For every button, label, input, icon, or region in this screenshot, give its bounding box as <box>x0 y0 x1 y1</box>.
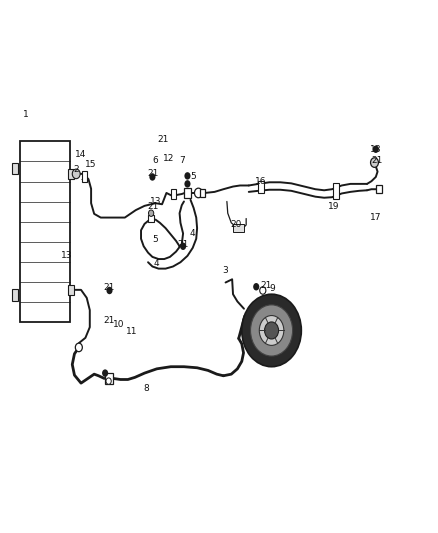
Text: 21: 21 <box>103 284 114 292</box>
Bar <box>82 171 87 182</box>
Bar <box>200 189 205 197</box>
Bar <box>184 188 191 198</box>
Circle shape <box>75 343 82 352</box>
Circle shape <box>253 283 259 290</box>
Text: 21: 21 <box>261 281 272 289</box>
Text: 2: 2 <box>73 165 78 174</box>
Circle shape <box>72 169 80 179</box>
Circle shape <box>148 210 154 216</box>
Circle shape <box>194 188 202 198</box>
Bar <box>20 141 70 322</box>
Circle shape <box>102 369 108 377</box>
Circle shape <box>184 180 191 188</box>
Circle shape <box>259 316 284 345</box>
Text: 17: 17 <box>370 213 381 222</box>
Text: 10: 10 <box>113 320 124 328</box>
Circle shape <box>180 243 186 250</box>
Circle shape <box>373 146 379 153</box>
Circle shape <box>106 378 111 384</box>
Bar <box>288 318 297 332</box>
Bar <box>68 285 74 295</box>
Text: 21: 21 <box>148 169 159 177</box>
Circle shape <box>149 173 155 181</box>
Bar <box>333 183 339 199</box>
Circle shape <box>265 322 279 339</box>
Circle shape <box>251 305 293 356</box>
Text: 8: 8 <box>144 384 150 392</box>
Circle shape <box>371 158 378 167</box>
Text: 5: 5 <box>152 236 159 244</box>
Text: 9: 9 <box>269 285 276 293</box>
Circle shape <box>106 287 113 294</box>
Circle shape <box>260 287 266 294</box>
Text: 3: 3 <box>223 266 229 275</box>
Text: 12: 12 <box>163 155 174 163</box>
Text: 4: 4 <box>190 229 195 238</box>
Text: 5: 5 <box>191 173 197 181</box>
Text: 7: 7 <box>179 157 185 165</box>
Text: 19: 19 <box>328 203 339 211</box>
Circle shape <box>242 294 301 367</box>
Bar <box>233 224 244 232</box>
Bar <box>148 215 154 222</box>
Text: 21: 21 <box>103 317 114 325</box>
Bar <box>278 309 290 352</box>
Text: 13: 13 <box>150 197 161 206</box>
Text: 13: 13 <box>61 252 72 260</box>
Text: 21: 21 <box>177 240 189 248</box>
Text: 18: 18 <box>370 145 381 154</box>
Bar <box>12 289 18 301</box>
Circle shape <box>184 172 191 180</box>
Bar <box>170 189 176 199</box>
Text: 21: 21 <box>148 203 159 211</box>
Bar <box>258 181 264 193</box>
Text: 16: 16 <box>255 177 266 185</box>
Bar <box>376 185 382 193</box>
Text: 15: 15 <box>85 160 97 168</box>
Text: 21: 21 <box>157 135 169 144</box>
Bar <box>12 163 18 174</box>
Bar <box>68 168 74 179</box>
Text: 21: 21 <box>371 157 382 165</box>
Text: 1: 1 <box>22 110 28 119</box>
Text: 6: 6 <box>152 157 159 165</box>
Text: 14: 14 <box>75 150 87 159</box>
Text: 4: 4 <box>154 260 159 268</box>
Text: 11: 11 <box>126 327 137 336</box>
Bar <box>105 373 113 384</box>
Text: 20: 20 <box>230 221 241 229</box>
